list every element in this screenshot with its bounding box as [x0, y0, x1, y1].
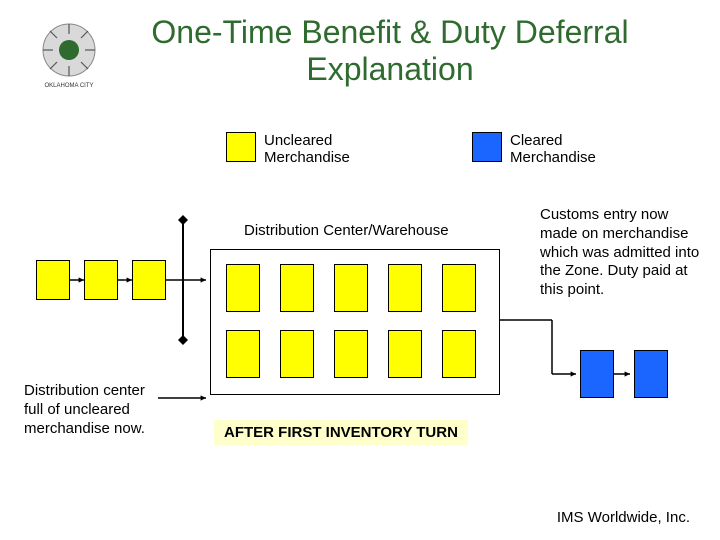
left-note: Distribution center full of uncleared me… [24, 382, 154, 438]
dc-row2-box-3 [388, 330, 422, 378]
incoming-box-0 [36, 260, 70, 300]
footer-text: IMS Worldwide, Inc. [557, 509, 690, 526]
swatch-cleared [472, 132, 502, 162]
dc-row1-box-0 [226, 264, 260, 312]
swatch-uncleared [226, 132, 256, 162]
incoming-box-1 [84, 260, 118, 300]
dc-row1-box-4 [442, 264, 476, 312]
legend-uncleared-label: Uncleared Merchandise [264, 132, 374, 166]
incoming-box-2 [132, 260, 166, 300]
legend-cleared-label: Cleared Merchandise [510, 132, 620, 166]
dc-row2-box-0 [226, 330, 260, 378]
outgoing-box-0 [580, 350, 614, 398]
page-title: One-Time Benefit & Duty Deferral Explana… [140, 14, 640, 88]
dc-row1-box-3 [388, 264, 422, 312]
dc-row1-box-2 [334, 264, 368, 312]
legend-cleared: Cleared Merchandise [472, 132, 620, 166]
svg-text:OKLAHOMA CITY: OKLAHOMA CITY [44, 83, 93, 89]
dc-row1-box-1 [280, 264, 314, 312]
dc-row2-box-4 [442, 330, 476, 378]
logo: OKLAHOMA CITY [28, 20, 110, 90]
right-note: Customs entry now made on merchandise wh… [540, 206, 702, 300]
dc-title: Distribution Center/Warehouse [244, 222, 449, 239]
legend-uncleared: Uncleared Merchandise [226, 132, 374, 166]
dc-row2-box-1 [280, 330, 314, 378]
outgoing-box-1 [634, 350, 668, 398]
after-turn-banner: AFTER FIRST INVENTORY TURN [214, 420, 468, 445]
dc-row2-box-2 [334, 330, 368, 378]
